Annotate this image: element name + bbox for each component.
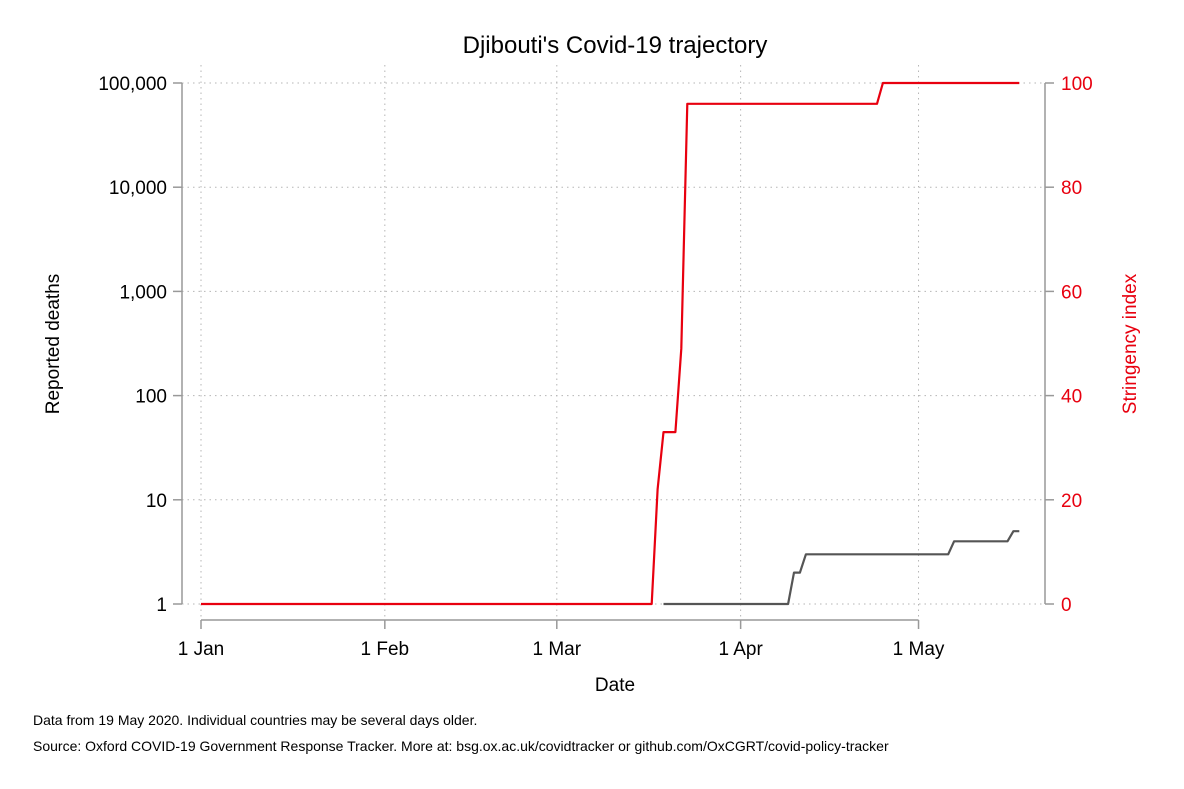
x-tick-label: 1 Feb — [361, 639, 410, 660]
axes: 1 10 100 1,000 10,000 100,000 0 20 40 60 80 100 1 Ja… — [98, 74, 1092, 660]
y-right-tick-label: 0 — [1061, 595, 1072, 616]
y-left-tick-label: 100,000 — [98, 74, 167, 95]
series-layer — [201, 81, 1020, 606]
x-axis-label: Date — [595, 675, 635, 696]
stringency-index-line — [201, 81, 1020, 606]
x-tick-label: 1 Apr — [718, 639, 763, 660]
footnote-data-date: Data from 19 May 2020. Individual countr… — [33, 712, 478, 728]
y-left-tick-label: 1,000 — [119, 282, 167, 303]
chart-svg: Djibouti's Covid-19 trajectory 1 10 100 1,0… — [43, 32, 1141, 696]
y-right-tick-label: 20 — [1061, 491, 1082, 512]
x-tick-label: 1 May — [893, 639, 945, 660]
y-left-tick-label: 10 — [146, 491, 167, 512]
y-right-tick-label: 60 — [1061, 282, 1082, 303]
grid — [182, 65, 1045, 619]
y-right-tick-label: 40 — [1061, 387, 1082, 408]
y-left-tick-label: 1 — [156, 595, 167, 616]
x-tick-label: 1 Mar — [533, 639, 582, 660]
y-right-tick-label: 100 — [1061, 74, 1093, 95]
reported-deaths-line — [663, 530, 1020, 606]
y-axis-left-label: Reported deaths — [43, 274, 64, 415]
y-axis-right-label: Stringency index — [1120, 273, 1141, 414]
y-left-tick-label: 100 — [135, 387, 167, 408]
x-tick-label: 1 Jan — [178, 639, 224, 660]
footnote-source: Source: Oxford COVID-19 Government Respo… — [33, 738, 889, 754]
y-left-tick-label: 10,000 — [109, 178, 167, 199]
chart-title: Djibouti's Covid-19 trajectory — [463, 32, 768, 59]
y-right-tick-label: 80 — [1061, 178, 1082, 199]
